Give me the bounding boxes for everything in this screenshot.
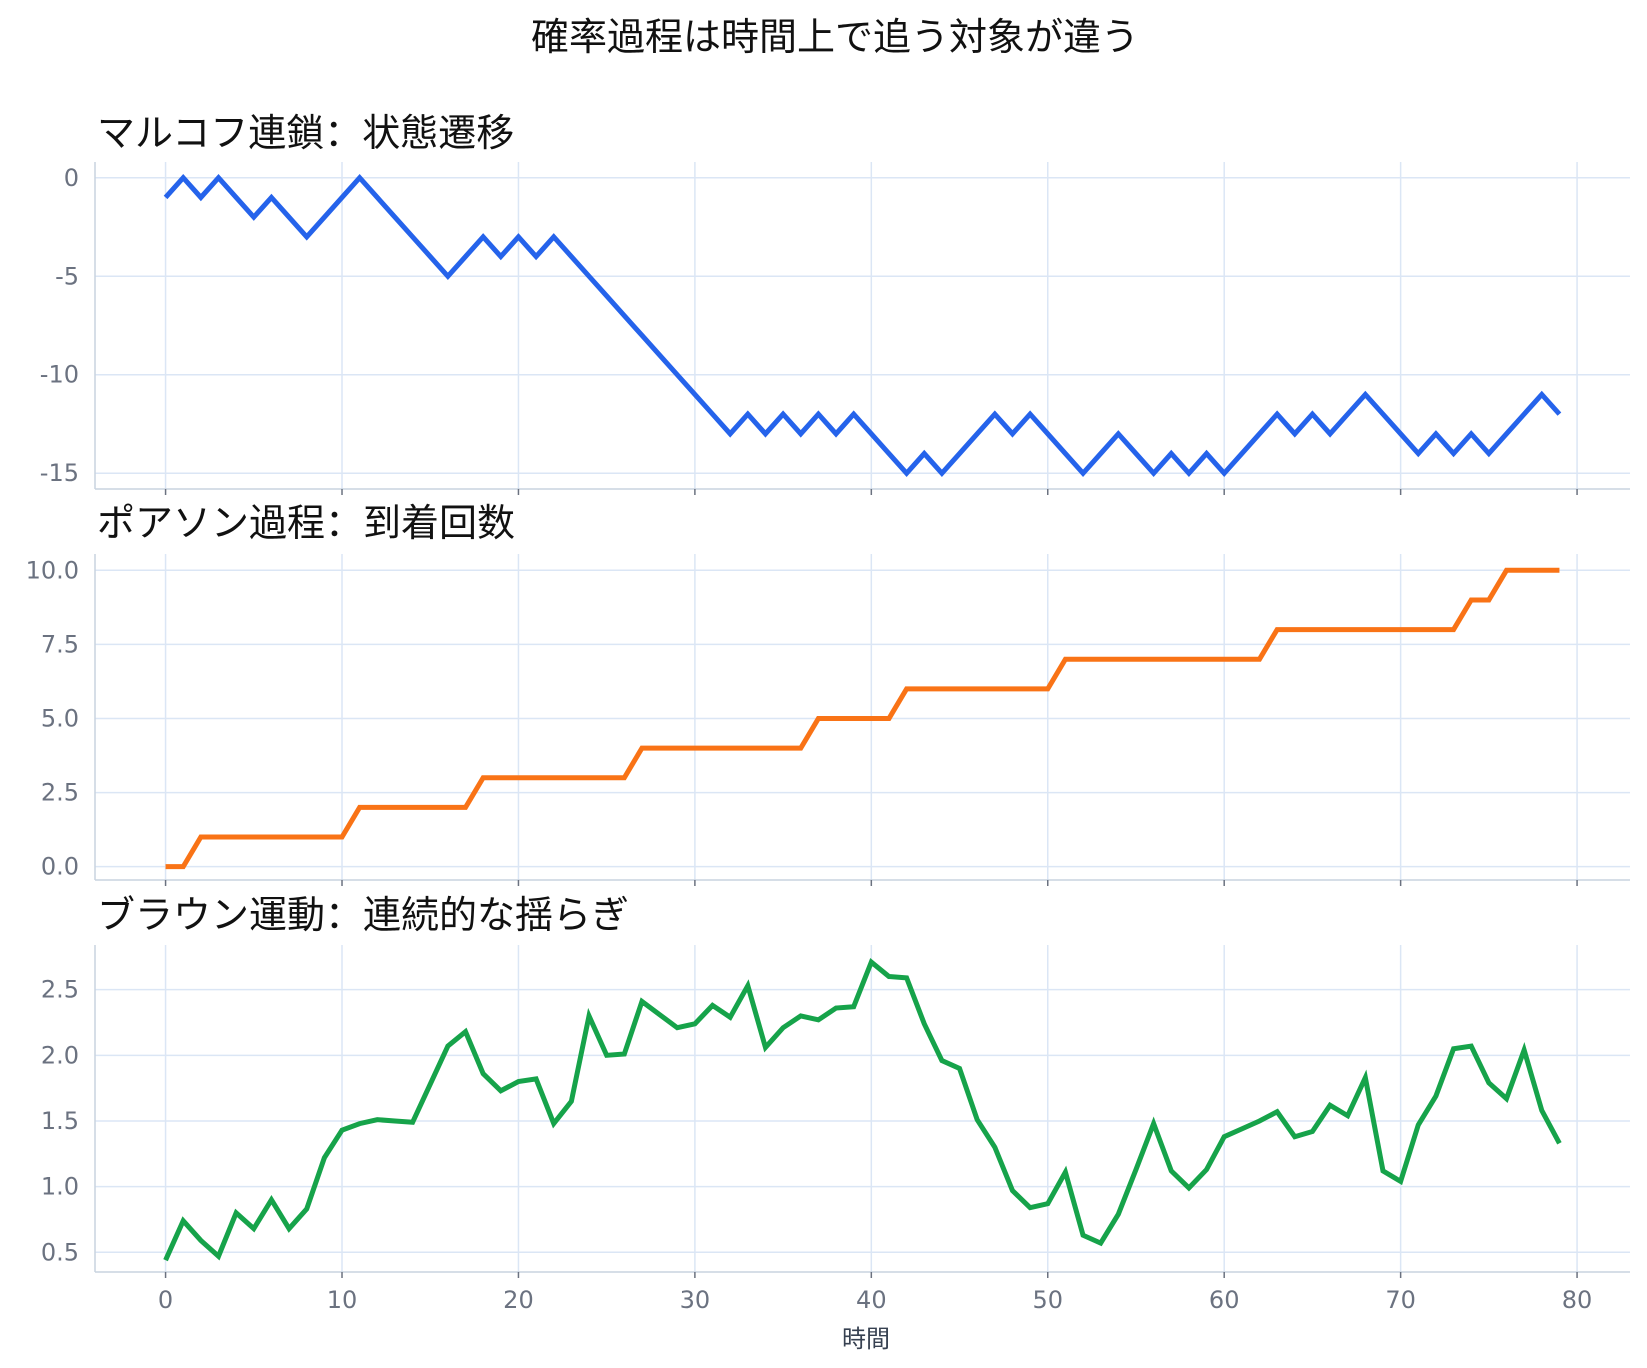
gridlines <box>95 162 1630 489</box>
axes <box>94 945 1630 1273</box>
y-tick-label: -10 <box>40 361 79 389</box>
gridlines <box>95 554 1630 880</box>
x-tick-label: 50 <box>1032 1286 1063 1314</box>
y-tick-labels: 0 -5 -10 -15 <box>40 164 79 487</box>
x-tick-label: 40 <box>856 1286 887 1314</box>
x-tick-label: 30 <box>680 1286 711 1314</box>
y-tick-label: 2.0 <box>41 1041 79 1069</box>
y-tick-label: 0.5 <box>41 1238 79 1266</box>
y-tick-label: -15 <box>40 459 79 487</box>
y-tick-label: 7.5 <box>41 630 79 658</box>
series-line-poisson <box>165 567 1560 870</box>
y-tick-label: 5.0 <box>41 704 79 732</box>
y-tick-labels: 0.5 1.0 1.5 2.0 2.5 <box>41 976 79 1267</box>
y-tick-label: 1.5 <box>41 1107 79 1135</box>
y-tick-label: 2.5 <box>41 779 79 807</box>
x-tick-label: 0 <box>158 1286 173 1314</box>
y-tick-label: 0.0 <box>41 853 79 881</box>
axes <box>94 554 1630 881</box>
axes <box>94 162 1630 490</box>
panel-title-brownian: ブラウン運動：連続的な揺らぎ <box>97 893 629 937</box>
x-tick-label: 70 <box>1385 1286 1416 1314</box>
series-line-brownian <box>163 957 1562 1262</box>
y-tick-labels: 0.0 2.5 5.0 7.5 10.0 <box>26 556 79 880</box>
panel-poisson: ポアソン過程：到着回数 0.0 2.5 5.0 7.5 10.0 <box>26 501 1630 886</box>
x-tick-labels: 0 10 20 30 40 50 60 70 80 <box>158 1272 1592 1314</box>
y-tick-label: 1.0 <box>41 1173 79 1201</box>
x-tick-label: 10 <box>327 1286 358 1314</box>
x-tick-marks <box>164 880 1578 886</box>
y-tick-label: 2.5 <box>41 976 79 1004</box>
y-tick-label: 10.0 <box>26 556 79 584</box>
x-tick-label: 80 <box>1562 1286 1593 1314</box>
x-tick-label: 20 <box>503 1286 534 1314</box>
figure-title: 確率過程は時間上で追う対象が違う <box>531 15 1139 59</box>
x-tick-label: 60 <box>1209 1286 1240 1314</box>
panel-brownian: ブラウン運動：連続的な揺らぎ 0.5 1.0 1.5 2.0 2.5 0 10 20 30 40… <box>41 893 1630 1314</box>
panel-title-poisson: ポアソン過程：到着回数 <box>97 501 515 545</box>
y-tick-label: 0 <box>64 164 79 192</box>
x-tick-marks <box>164 489 1578 495</box>
series-line-markov <box>163 174 1562 477</box>
panel-title-markov: マルコフ連鎖：状態遷移 <box>97 111 514 155</box>
panel-markov: マルコフ連鎖：状態遷移 0 -5 -10 -15 <box>40 111 1630 495</box>
gridlines <box>95 945 1630 1272</box>
y-tick-label: -5 <box>55 262 79 290</box>
x-axis-label: 時間 <box>842 1325 890 1353</box>
